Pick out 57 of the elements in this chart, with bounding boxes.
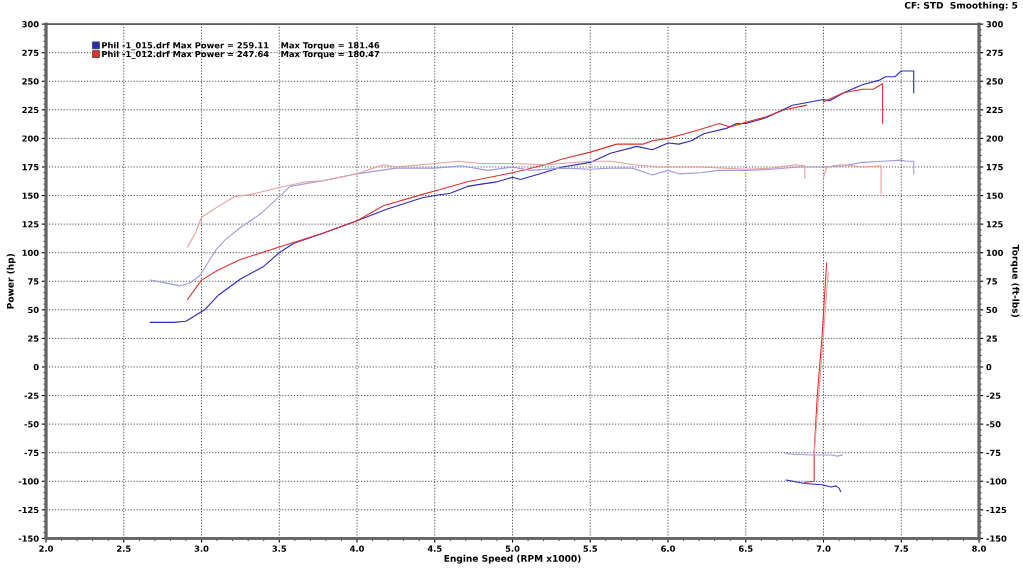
y2-tick-label: 225 [986,106,1003,114]
y2-tick-label: 300 [986,21,1003,28]
x-tick-label: 7.5 [894,545,909,552]
y-tick-label: 0 [33,363,39,371]
x-tick-label: 2.5 [117,545,131,552]
y2-tick-label: -25 [986,392,1001,399]
y-tick-label: 50 [28,306,39,314]
y-tick-label: 25 [28,335,39,342]
y2-tick-label: -150 [986,535,1007,542]
y-tick-label: 150 [22,192,39,199]
x-tick-label: 5.5 [583,545,598,552]
y-tick-label: 75 [28,278,39,285]
legend-label: Phil -1_015.drf Max Power = 259.11 Max Torque = 181.46 [102,41,380,51]
x-tick-label: 3.5 [272,545,287,552]
y2-tick-label: 275 [986,49,1003,56]
y-tick-label: -75 [24,449,39,456]
y2-tick-label: 175 [986,164,1003,171]
y2-tick-label: 100 [986,249,1003,256]
x-tick-label: 7.0 [816,545,831,552]
y2-tick-label: 250 [986,78,1003,85]
y2-tick-label: 0 [986,363,992,371]
y2-tick-label: 125 [986,221,1003,228]
y2-tick-label: -100 [986,478,1007,485]
y2-tick-label: -75 [986,449,1001,456]
x-tick-label: 5.0 [505,545,520,552]
y-tick-label: 225 [22,106,39,114]
y2-tick-label: -50 [986,421,1001,428]
y-tick-label: 200 [22,135,39,142]
y2-axis-title: Torque (ft-lbs) [1010,244,1020,317]
y-tick-label: 275 [22,49,39,56]
x-tick-label: 2.0 [39,545,54,552]
y-tick-label: 100 [22,249,39,256]
x-tick-label: 8.0 [972,545,986,552]
y-tick-label: 300 [22,21,39,28]
x-tick-label: 4.0 [350,545,365,552]
y2-tick-label: 25 [986,335,997,342]
y2-tick-label: 200 [986,135,1003,142]
x-tick-label: 6.0 [661,545,675,552]
x-axis-title: Engine Speed (RPM x1000) [444,554,581,564]
text: CF: STD Smoothing: 5 [904,1,1018,11]
y-tick-label: -125 [18,506,39,514]
y2-tick-label: 75 [986,278,997,285]
y-tick-label: 250 [22,78,39,85]
x-tick-label: 4.5 [427,545,442,552]
y2-tick-label: 150 [986,192,1003,199]
y-tick-label: -100 [18,478,39,485]
y2-tick-label: 50 [986,306,998,314]
legend-label: Phil -1_012.drf Max Power = 247.64 Max Torque = 180.47 [102,50,380,59]
x-tick-label: 6.5 [738,545,753,552]
x-tick-label: 3.0 [194,545,209,552]
y2-tick-label: -125 [986,506,1007,514]
y-tick-label: -25 [24,392,39,399]
y-axis-title: Power (hp) [6,254,16,309]
y-tick-label: -50 [24,421,39,428]
y-tick-label: 175 [22,164,39,171]
y-tick-label: 125 [22,221,39,228]
y-tick-label: -150 [18,535,39,542]
